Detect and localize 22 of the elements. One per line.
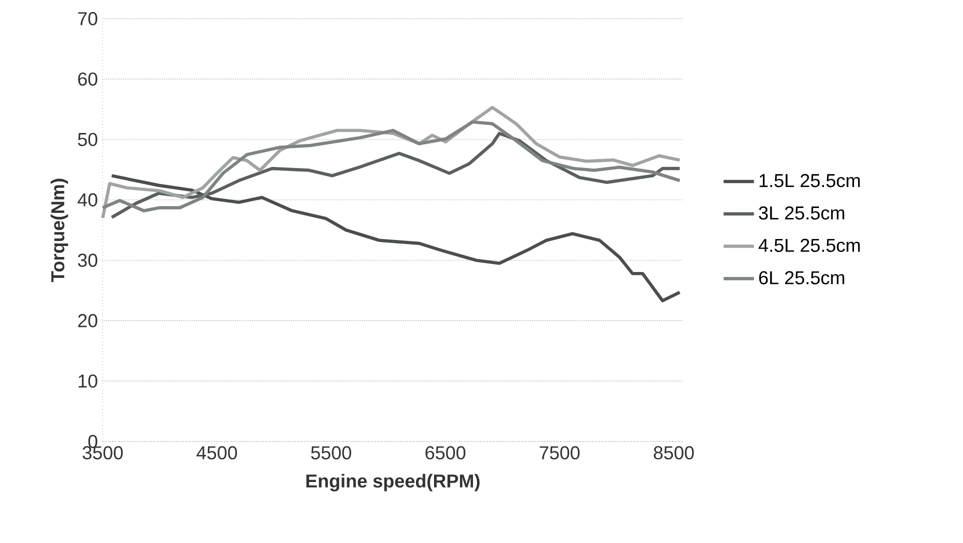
x-tick-label: 7500 xyxy=(540,446,580,460)
y-axis-title: Torque(Nm) xyxy=(50,178,68,282)
y-tick-label: 20 xyxy=(78,314,98,328)
x-axis-title: Engine speed(RPM) xyxy=(306,474,480,492)
y-tick-label: 50 xyxy=(78,132,98,146)
x-tick-label: 8500 xyxy=(654,446,694,460)
legend-label: 6L 25.5cm xyxy=(759,271,844,284)
x-tick-label: 3500 xyxy=(82,446,123,460)
y-tick-label: 40 xyxy=(78,193,98,207)
y-tick-label: 30 xyxy=(78,254,98,267)
line-series xyxy=(110,174,682,302)
legend-label: 4.5L 25.5cm xyxy=(758,238,860,252)
x-tick-label: 4500 xyxy=(196,446,237,460)
y-tick-label: 10 xyxy=(78,374,98,388)
y-tick-label: 70 xyxy=(78,12,98,26)
legend-label: 3L 25.5cm xyxy=(758,206,844,220)
y-tick-label: 0 xyxy=(88,434,98,448)
line-series xyxy=(101,120,682,212)
y-tick-label: 60 xyxy=(78,72,98,86)
x-tick-label: 6500 xyxy=(426,446,466,460)
legend-label: 1.5L 25.5cm xyxy=(760,174,860,188)
x-tick-label: 5500 xyxy=(311,446,352,460)
